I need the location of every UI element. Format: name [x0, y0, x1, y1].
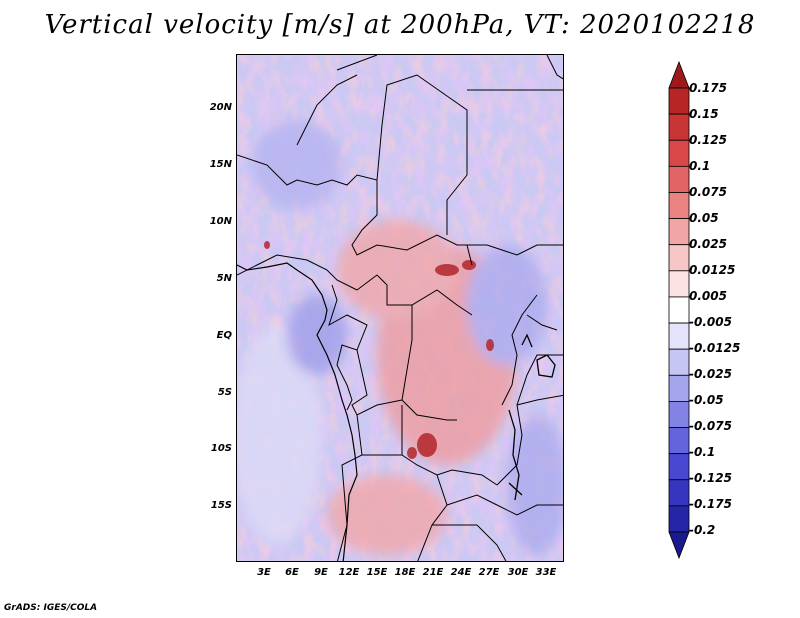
- lat-label-20n: 20N: [209, 102, 232, 113]
- colorbar-segment: [668, 453, 690, 481]
- map-canvas: [237, 55, 563, 561]
- coastline: [237, 262, 358, 561]
- colorbar-label: -0.075: [689, 419, 732, 433]
- colorbar-label: -0.1: [689, 445, 716, 459]
- colorbar-label: 0.005: [689, 289, 727, 303]
- lon-label-33e: 33E: [535, 567, 557, 578]
- lon-label-3e: 3E: [257, 567, 271, 578]
- lat-label-15s: 15S: [210, 500, 232, 511]
- colorbar-label: -0.05: [689, 393, 724, 407]
- colorbar: [668, 60, 690, 560]
- strong-updraft-spots: [264, 241, 494, 459]
- map-title: Vertical velocity [m/s] at 200hPa, VT: 2…: [44, 10, 756, 40]
- colorbar-segment: [668, 296, 690, 324]
- lat-label-10n: 10N: [209, 216, 232, 227]
- colorbar-segment: [668, 113, 690, 141]
- lon-label-30e: 30E: [507, 567, 529, 578]
- colorbar-segment: [668, 270, 690, 298]
- colorbar-label: 0.05: [689, 211, 719, 225]
- colorbar-segment: [668, 165, 690, 193]
- colorbar-segments: [668, 60, 690, 560]
- lon-label-24e: 24E: [450, 567, 472, 578]
- lon-label-18e: 18E: [394, 567, 416, 578]
- colorbar-label: -0.025: [689, 367, 732, 381]
- colorbar-label: -0.0125: [689, 341, 741, 355]
- lon-label-21e: 21E: [422, 567, 444, 578]
- lat-label-15n: 15N: [209, 159, 232, 170]
- colorbar-segment: [668, 322, 690, 350]
- country-borders: [237, 55, 563, 561]
- lon-label-27e: 27E: [478, 567, 500, 578]
- lat-label-10s: 10S: [210, 443, 232, 454]
- lon-label-15e: 15E: [366, 567, 388, 578]
- colorbar-segment: [668, 505, 690, 533]
- colorbar-top-arrow: [668, 60, 690, 89]
- colorbar-label: 0.075: [689, 185, 727, 199]
- colorbar-segment: [668, 479, 690, 507]
- colorbar-segment: [668, 139, 690, 167]
- colorbar-segment: [668, 374, 690, 402]
- colorbar-segment: [668, 192, 690, 219]
- colorbar-label: 0.125: [689, 133, 727, 147]
- colorbar-segment: [668, 218, 690, 246]
- colorbar-segment: [668, 244, 690, 272]
- colorbar-segment: [668, 401, 690, 428]
- colorbar-label: -0.2: [689, 523, 716, 537]
- lakes: [508, 333, 556, 501]
- colorbar-label: 0.175: [689, 81, 727, 95]
- lat-label-eq: EQ: [216, 330, 232, 341]
- colorbar-segment: [668, 348, 690, 376]
- lon-label-9e: 9E: [314, 567, 328, 578]
- colorbar-label: 0.1: [689, 159, 711, 173]
- grads-credit: GrADS: IGES/COLA: [4, 603, 98, 613]
- colorbar-segment: [668, 87, 690, 115]
- lon-label-12e: 12E: [338, 567, 360, 578]
- vertical-velocity-map: [236, 54, 564, 562]
- lat-label-5s: 5S: [217, 387, 232, 398]
- colorbar-label: 0.0125: [689, 263, 736, 277]
- colorbar-label: -0.125: [689, 471, 732, 485]
- lat-label-5n: 5N: [216, 273, 232, 284]
- colorbar-label: 0.15: [689, 107, 719, 121]
- colorbar-bottom-arrow: [668, 531, 690, 560]
- colorbar-label: -0.175: [689, 497, 732, 511]
- lon-label-6e: 6E: [285, 567, 299, 578]
- colorbar-label: 0.025: [689, 237, 727, 251]
- colorbar-segment: [668, 427, 690, 455]
- colorbar-label: -0.005: [689, 315, 732, 329]
